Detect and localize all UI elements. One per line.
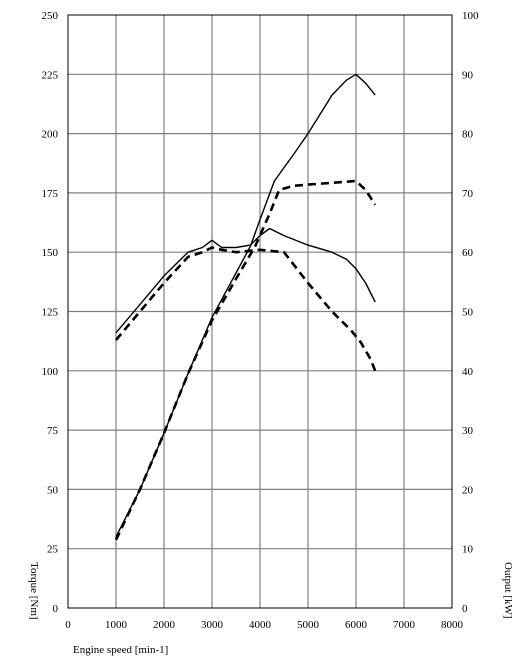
y-tick-label-left: 250	[42, 10, 59, 22]
x-tick-label: 1000	[105, 619, 128, 631]
y-tick-label-right: 30	[462, 425, 474, 437]
y-tick-label-right: 0	[462, 603, 468, 615]
x-tick-label: 2000	[153, 619, 176, 631]
series-line-3	[115, 73, 376, 538]
x-tick-label: 3000	[201, 619, 224, 631]
y-tick-label-left: 125	[42, 307, 59, 319]
y-tick-label-left: 50	[47, 484, 59, 496]
y-tick-label-right: 100	[462, 10, 479, 22]
series-line-4	[114, 179, 377, 541]
x-tick-label: 4000	[249, 619, 272, 631]
y-tick-label-left: 0	[53, 603, 59, 615]
y-tick-label-right: 20	[462, 484, 474, 496]
y-tick-label-left: 175	[42, 188, 59, 200]
y-tick-label-left: 75	[47, 425, 59, 437]
y-tick-label-right: 10	[462, 544, 474, 556]
y-tick-label-left: 25	[47, 544, 59, 556]
plot-frame	[67, 14, 453, 609]
y-tick-label-left: 100	[42, 366, 59, 378]
grid	[68, 15, 452, 608]
x-tick-label: 0	[65, 619, 71, 631]
series-line-1	[115, 227, 376, 334]
y-tick-label-right: 70	[462, 188, 474, 200]
series-line-2	[115, 246, 377, 372]
x-tick-label: 7000	[393, 619, 416, 631]
y-tick-label-right: 40	[462, 366, 474, 378]
y-tick-label-right: 50	[462, 307, 474, 319]
x-tick-label: 6000	[345, 619, 368, 631]
x-tick-label: 5000	[297, 619, 320, 631]
tick-labels: 0 1000 2000 3000 4000 5000 6000 7000 80000255075…	[42, 10, 480, 631]
y-tick-label-left: 150	[42, 247, 59, 259]
y-tick-label-right: 80	[462, 129, 474, 141]
x-tick-label: 8000	[441, 619, 464, 631]
series-layer	[114, 73, 377, 541]
y-axis-title-right: Output [kW]	[502, 562, 514, 619]
y-tick-label-right: 60	[462, 247, 474, 259]
x-axis-title: Engine speed [min-1]	[73, 644, 168, 656]
y-tick-label-right: 90	[462, 69, 474, 81]
y-tick-label-left: 200	[42, 129, 59, 141]
y-axis-title-left: Torque [Nm]	[28, 562, 40, 620]
y-tick-label-left: 225	[42, 69, 59, 81]
